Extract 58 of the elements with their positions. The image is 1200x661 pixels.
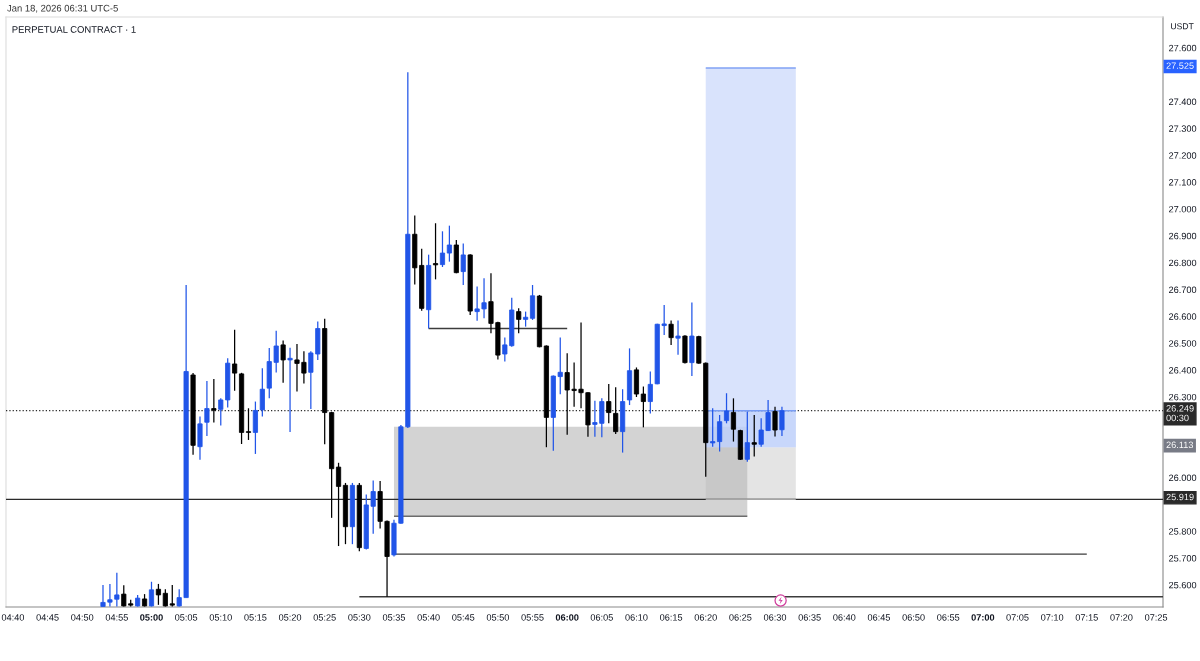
y-tick-label: 27.300	[1169, 125, 1197, 132]
x-tick-label: 05:25	[313, 614, 336, 621]
x-tick-label: 05:05	[175, 614, 198, 621]
x-tick-label: 04:50	[71, 614, 94, 621]
x-tick-label: 06:20	[694, 614, 717, 621]
y-tick-label: 25.800	[1169, 528, 1197, 535]
y-tick-label: 26.500	[1169, 340, 1197, 347]
x-tick-label: 07:05	[1006, 614, 1029, 621]
x-tick-label: 07:20	[1110, 614, 1133, 621]
y-tick-label: 26.800	[1169, 259, 1197, 267]
x-tick-label: 07:25	[1144, 614, 1168, 621]
x-tick-label: 05:45	[452, 614, 475, 621]
text: PERPETUAL CONTRACT · 1	[12, 26, 136, 33]
x-tick-label: 05:00	[140, 614, 163, 621]
y-tick-label: 27.200	[1169, 152, 1197, 159]
x-tick-label: 05:50	[486, 614, 510, 621]
y-axis-title: USDT	[1171, 23, 1194, 30]
x-tick-label: 06:25	[729, 614, 752, 621]
x-tick-label: 06:55	[937, 614, 960, 621]
x-tick-label: 04:55	[105, 614, 128, 621]
x-tick-label: 06:35	[798, 614, 821, 621]
y-tick-label: 27.000	[1169, 205, 1197, 213]
y-tick-label: 27.100	[1169, 179, 1197, 186]
annotation: 26.113	[1166, 441, 1194, 449]
x-tick-label: 05:40	[417, 614, 440, 621]
y-tick-label: 26.600	[1169, 313, 1197, 320]
x-tick-label: 06:45	[867, 614, 891, 621]
x-tick-label: 04:40	[1, 614, 25, 621]
x-tick-label: 04:45	[36, 614, 59, 621]
x-tick-label: 07:00	[971, 614, 995, 621]
y-tick-label: 26.300	[1169, 393, 1197, 401]
y-tick-label: 26.900	[1169, 232, 1197, 240]
y-tick-label: 25.600	[1169, 581, 1197, 589]
ref-line-label: 26.249 00:30	[1166, 405, 1194, 422]
text: Jan 18, 2026 06:31 UTC-5	[7, 4, 118, 13]
y-tick-label: 26.400	[1169, 367, 1197, 374]
x-tick-label: 05:15	[244, 614, 267, 621]
x-tick-label: 06:50	[902, 614, 925, 621]
x-tick-label: 07:10	[1041, 614, 1064, 621]
x-tick-label: 05:35	[382, 614, 406, 621]
x-tick-label: 05:10	[209, 614, 232, 621]
x-tick-label: 06:40	[833, 614, 856, 621]
y-tick-label: 26.700	[1169, 286, 1197, 293]
x-tick-label: 06:10	[625, 614, 648, 621]
x-tick-label: 06:30	[763, 614, 787, 621]
y-tick-label: 26.000	[1169, 474, 1197, 481]
annotation: 27.525	[1166, 62, 1194, 69]
x-tick-label: 06:00	[555, 614, 579, 621]
x-tick-label: 05:20	[278, 614, 302, 621]
x-tick-label: 06:05	[590, 614, 613, 621]
x-tick-label: 05:30	[348, 614, 371, 621]
x-tick-label: 07:15	[1075, 614, 1098, 621]
y-tick-label: 27.600	[1169, 44, 1197, 52]
y-tick-label: 27.400	[1169, 98, 1197, 105]
y-tick-label: 25.700	[1169, 555, 1197, 562]
x-tick-label: 06:15	[659, 614, 683, 621]
ref-line-label: 25.919	[1166, 493, 1194, 501]
x-tick-label: 05:55	[521, 614, 544, 621]
